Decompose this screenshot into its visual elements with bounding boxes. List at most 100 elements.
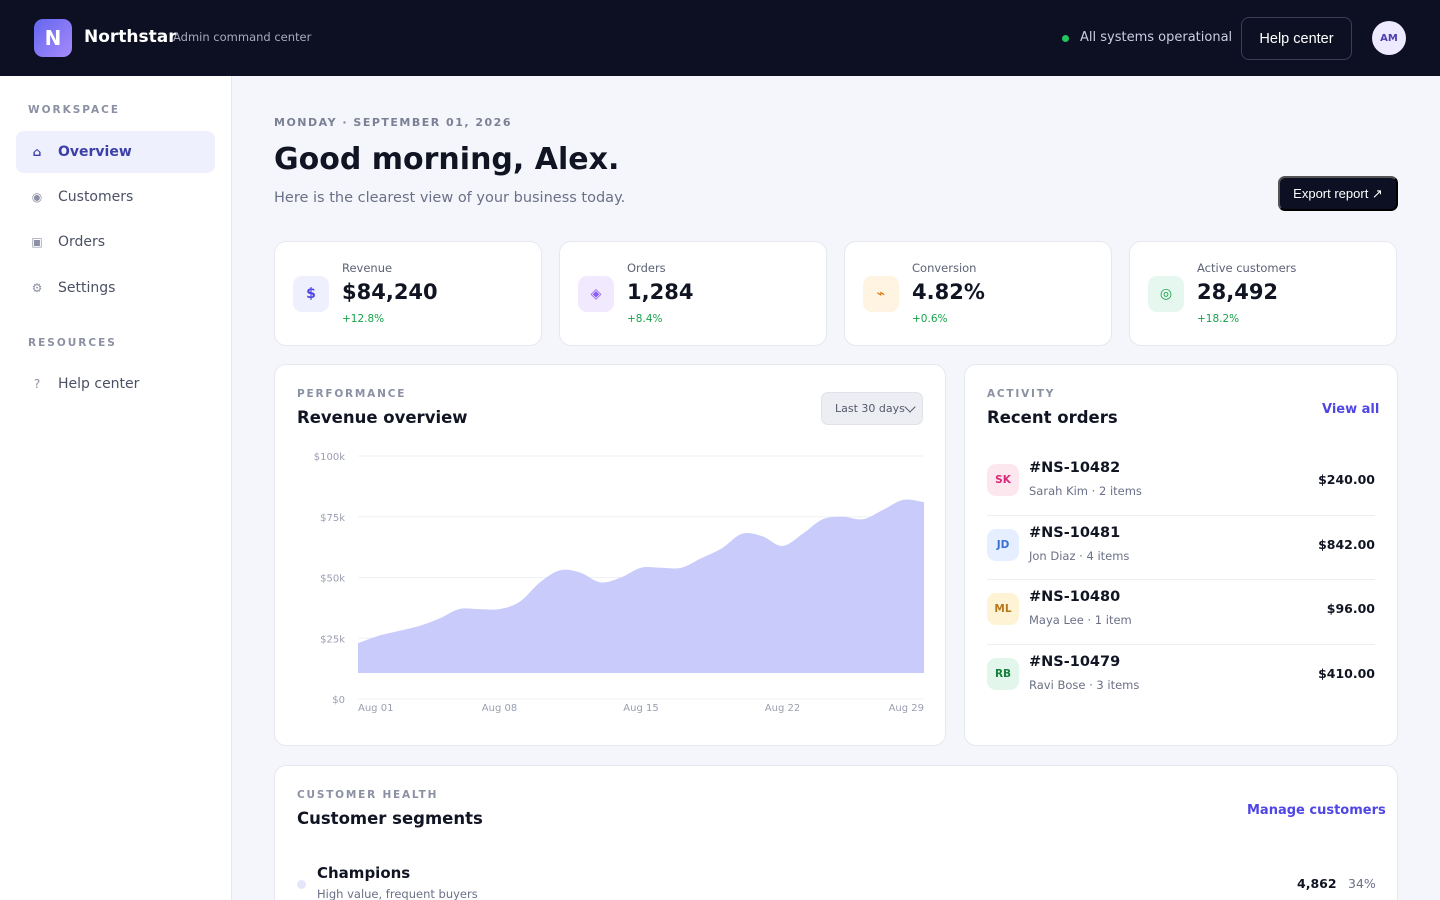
order-row[interactable]: RB #NS-10479 Ravi Bose · 3 items $410.00 [987,645,1375,709]
home-icon: ⌂ [32,145,42,159]
sidebar: WORKSPACE ⌂ Overview ◉ Customers ▣ Order… [0,76,232,900]
revenue-overview-card: PERFORMANCE Revenue overview Last 30 day… [274,364,946,746]
order-amount: $842.00 [1318,537,1375,552]
card-eyebrow: CUSTOMER HEALTH [297,789,439,801]
order-meta: Sarah Kim · 2 items [1029,484,1142,498]
sidebar-item-label: Settings [58,280,116,296]
kpi-card-active-customers: ◎ Active customers 28,492 +18.2% [1129,241,1397,346]
target-icon: ◎ [1148,276,1184,312]
gear-icon: ⚙ [31,281,43,295]
segment-count: 4,862 [1297,876,1337,891]
top-bar: N Northstar Admin command center All sys… [0,0,1440,76]
user-avatar[interactable]: AM [1372,21,1406,55]
sidebar-item-label: Overview [58,144,132,160]
revenue-area [358,499,924,673]
y-tick-label: $0 [332,695,345,706]
customer-avatar: JD [987,529,1019,561]
x-tick-label: Aug 01 [358,703,393,714]
divider [987,644,1375,645]
cube-icon: ◈ [578,276,614,312]
order-row[interactable]: ML #NS-10480 Maya Lee · 1 item $96.00 [987,580,1375,644]
kpi-card-orders: ◈ Orders 1,284 +8.4% [559,241,827,346]
recent-orders-card: ACTIVITY Recent orders View all SK #NS-1… [964,364,1398,746]
divider [987,579,1375,580]
users-icon: ◉ [31,190,43,204]
order-meta: Ravi Bose · 3 items [1029,678,1140,692]
bolt-icon: ⌁ [863,276,899,312]
kpi-delta: +18.2% [1197,313,1240,325]
order-id: #NS-10479 [1029,654,1121,670]
customer-avatar: ML [987,593,1019,625]
brand-name: Northstar [84,27,177,47]
sidebar-item-label: Customers [58,189,134,205]
segment-percent: 34% [1348,876,1376,891]
y-tick-label: $100k [314,452,345,463]
order-meta: Maya Lee · 1 item [1029,613,1132,627]
dollar-icon: $ [293,276,329,312]
sidebar-item-label: Help center [58,376,140,392]
kpi-label: Conversion [912,261,977,275]
order-amount: $410.00 [1318,666,1375,681]
divider [987,515,1375,516]
kpi-label: Active customers [1197,261,1297,275]
order-amount: $240.00 [1318,472,1375,487]
sidebar-section-workspace: WORKSPACE [28,104,121,116]
sidebar-item-customers[interactable]: ◉ Customers [16,176,215,218]
x-tick-label: Aug 08 [482,703,517,714]
kpi-delta: +8.4% [627,313,663,325]
kpi-label: Orders [627,261,666,275]
date-range-select[interactable]: Last 30 days [821,392,923,425]
x-tick-label: Aug 29 [889,703,924,714]
system-status: All systems operational [1080,30,1233,45]
y-tick-label: $75k [320,513,345,524]
kpi-value: 28,492 [1197,280,1279,304]
revenue-area-chart: $0 $25k $50k $75k $100k Aug 01 Aug 08 Aug 15 Au… [314,452,924,714]
order-id: #NS-10482 [1029,460,1121,476]
order-row[interactable]: JD #NS-10481 Jon Diaz · 4 items $842.00 [987,516,1375,580]
kpi-card-conversion: ⌁ Conversion 4.82% +0.6% [844,241,1112,346]
segment-name: Champions [317,864,411,882]
sidebar-item-orders[interactable]: ▣ Orders [16,221,215,263]
customer-avatar: SK [987,464,1019,496]
sidebar-item-settings[interactable]: ⚙ Settings [16,267,215,309]
kpi-value: 1,284 [627,280,694,304]
segment-description: High value, frequent buyers [317,887,478,900]
help-center-button[interactable]: Help center [1241,17,1352,60]
order-id: #NS-10481 [1029,525,1121,541]
view-all-link[interactable]: View all [1322,402,1380,417]
sidebar-item-help-center[interactable]: ? Help center [16,363,215,405]
card-eyebrow: PERFORMANCE [297,388,407,400]
page-title: Good morning, Alex. [274,142,620,177]
order-id: #NS-10480 [1029,589,1121,605]
logo[interactable]: N [34,19,72,57]
manage-customers-link[interactable]: Manage customers [1247,803,1386,818]
page-subtitle: Here is the clearest view of your busine… [274,190,626,206]
kpi-label: Revenue [342,261,393,275]
order-amount: $96.00 [1326,601,1375,616]
sidebar-section-resources: RESOURCES [28,337,117,349]
x-tick-label: Aug 15 [623,703,658,714]
order-meta: Jon Diaz · 4 items [1029,549,1130,563]
kpi-value: $84,240 [342,280,438,304]
sidebar-item-label: Orders [58,234,106,250]
help-icon: ? [33,377,41,391]
date-range-value: Last 30 days [835,402,905,415]
card-title: Revenue overview [297,408,468,427]
card-eyebrow: ACTIVITY [987,388,1056,400]
kpi-delta: +0.6% [912,313,948,325]
export-report-button[interactable]: Export report ↗ [1278,176,1398,211]
kpi-delta: +12.8% [342,313,385,325]
x-tick-label: Aug 22 [765,703,800,714]
card-title: Recent orders [987,408,1118,427]
kpi-value: 4.82% [912,280,985,304]
box-icon: ▣ [31,235,43,249]
order-row[interactable]: SK #NS-10482 Sarah Kim · 2 items $240.00 [987,451,1375,515]
kpi-card-revenue: $ Revenue $84,240 +12.8% [274,241,542,346]
brand-subtitle: Admin command center [173,30,312,44]
customer-avatar: RB [987,658,1019,690]
sidebar-item-overview[interactable]: ⌂ Overview [16,131,215,173]
customer-segments-card: CUSTOMER HEALTH Customer segments Manage… [274,765,1398,900]
current-date: MONDAY · SEPTEMBER 01, 2026 [274,116,512,129]
y-tick-label: $25k [320,634,345,645]
status-dot-icon [1062,35,1069,42]
